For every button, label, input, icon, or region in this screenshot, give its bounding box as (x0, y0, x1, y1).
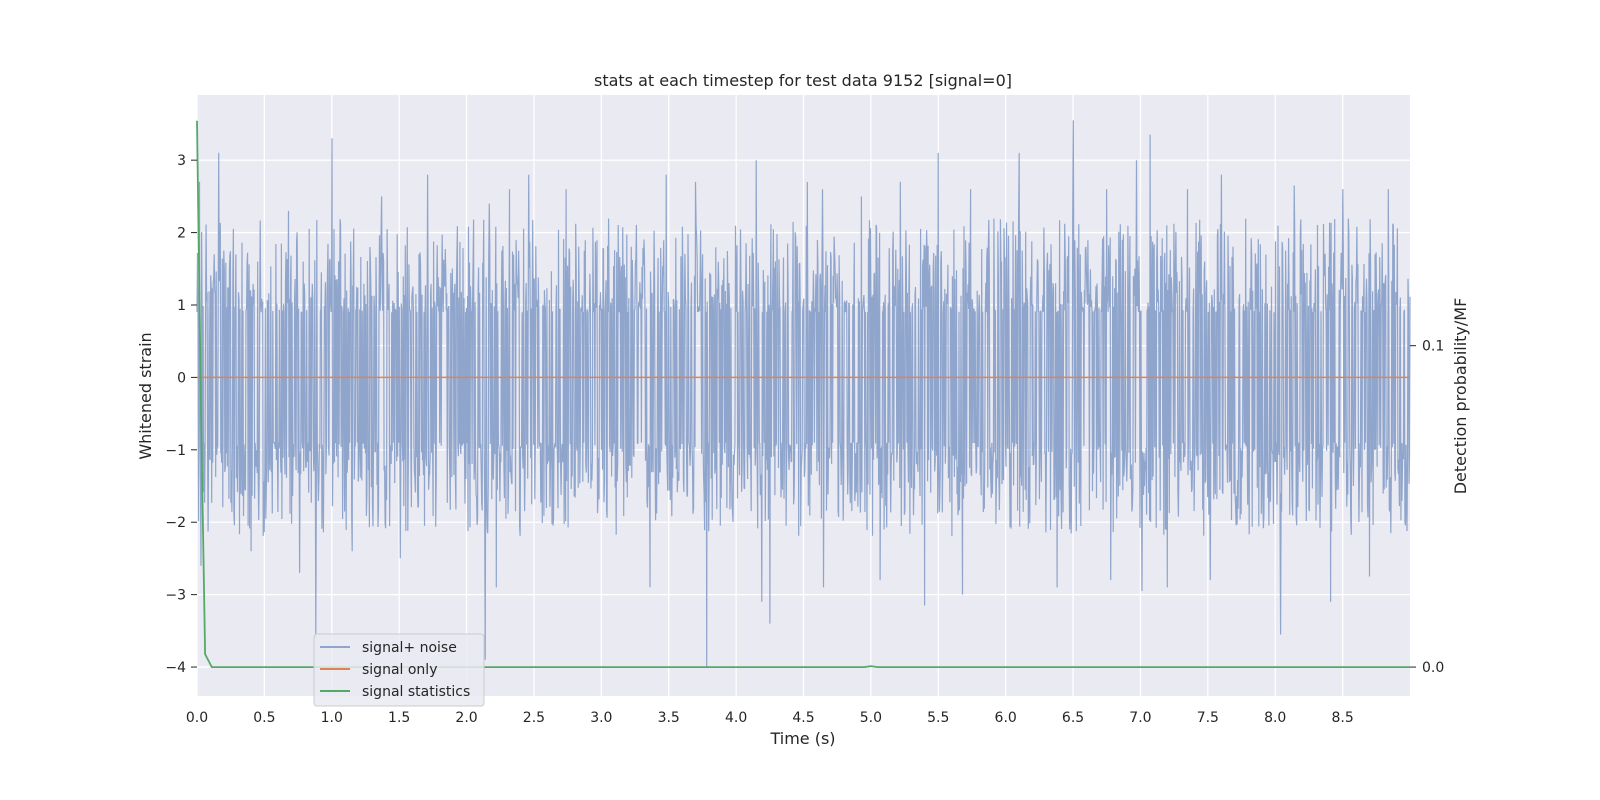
legend-label-signal-noise: signal+ noise (362, 640, 457, 656)
x-tick-label: 3.0 (590, 710, 612, 726)
signal-noise-line (196, 120, 1411, 668)
y-axis-right-label: Detection probability/MF (1451, 298, 1470, 495)
legend-label-signal-statistics: signal statistics (362, 684, 470, 700)
x-tick-label: 5.0 (860, 710, 882, 726)
x-tick-label: 7.5 (1197, 710, 1219, 726)
chart-title: stats at each timestep for test data 915… (594, 71, 1012, 90)
y-axis-right: 0.1 0.0 (1410, 339, 1444, 676)
x-tick-label: 7.0 (1129, 710, 1151, 726)
x-tick-label: 5.5 (927, 710, 949, 726)
x-tick-label: 2.0 (455, 710, 477, 726)
y-tick-label: −3 (165, 588, 186, 604)
y-right-tick-label: 0.1 (1422, 339, 1444, 355)
y-tick-label: 3 (177, 153, 186, 169)
series-signal-noise (196, 120, 1411, 668)
x-tick-label: 3.5 (658, 710, 680, 726)
x-tick-label: 8.5 (1331, 710, 1353, 726)
y-tick-label: −4 (165, 660, 186, 676)
y-axis-left: 3 2 1 0 −1 −2 −3 −4 (165, 153, 197, 676)
y-tick-label: −1 (165, 443, 186, 459)
x-tick-label: 0.0 (186, 710, 208, 726)
y-tick-label: −2 (165, 515, 186, 531)
legend-label-signal-only: signal only (362, 662, 437, 678)
y-axis-label: Whitened strain (136, 332, 155, 459)
y-right-tick-label: 0.0 (1422, 660, 1444, 676)
x-tick-label: 4.0 (725, 710, 747, 726)
x-axis: 0.0 0.5 1.0 1.5 2.0 2.5 3.0 3.5 4.0 4.5 5.0 5.5 6.0 6… (186, 710, 1354, 726)
legend: signal+ noise signal only signal statist… (313, 633, 485, 707)
y-tick-label: 1 (177, 298, 186, 314)
legend-box (313, 633, 485, 707)
x-tick-label: 1.0 (321, 710, 343, 726)
x-tick-label: 2.5 (523, 710, 545, 726)
signal-statistics-line (196, 120, 1410, 668)
x-tick-label: 1.5 (388, 710, 410, 726)
x-tick-label: 0.5 (253, 710, 275, 726)
x-tick-label: 6.0 (995, 710, 1017, 726)
series-signal-statistics (196, 120, 1410, 668)
x-tick-label: 6.5 (1062, 710, 1084, 726)
y-tick-label: 2 (177, 226, 186, 242)
x-tick-label: 8.0 (1264, 710, 1286, 726)
y-tick-label: 0 (177, 370, 186, 386)
x-axis-label: Time (s) (769, 729, 835, 748)
x-tick-label: 4.5 (792, 710, 814, 726)
